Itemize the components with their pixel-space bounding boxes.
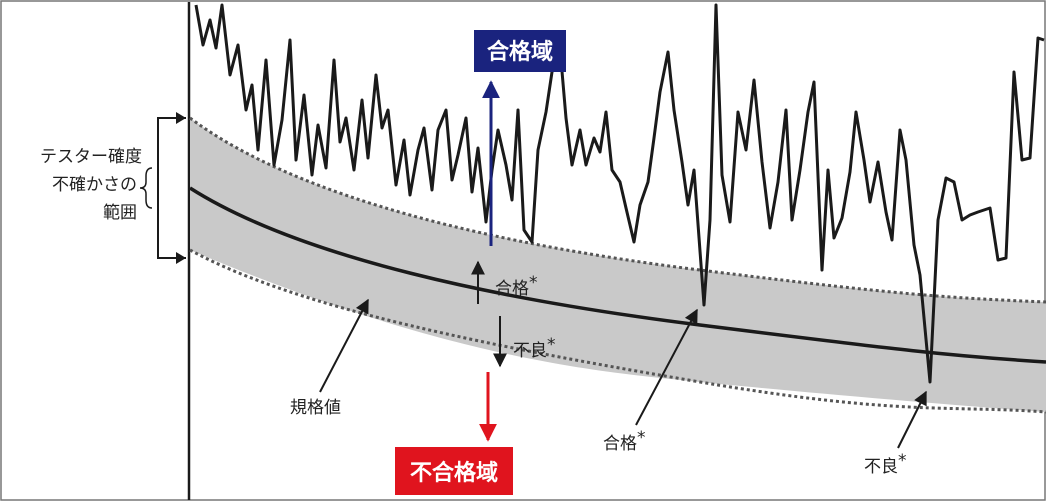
spec-value-label: 規格値 [290, 398, 341, 418]
uncertainty-label-line3: 範囲 [103, 203, 137, 223]
pass-point-pointer [635, 308, 698, 426]
pass-zone-label: 合格域 [487, 39, 553, 65]
spec-value-pointer [319, 298, 369, 393]
pass-zone-badge [474, 30, 566, 72]
uncertainty-band [190, 118, 1046, 412]
uncertainty-label-line1: テスター確度 [40, 147, 142, 167]
bracket-top-arrowhead [176, 112, 186, 124]
pass-upper-label: 合格* [495, 273, 538, 299]
band-upper-edge [189, 116, 1046, 304]
fail-zone-label: 不合格域 [410, 460, 498, 486]
uncertainty-bracket [157, 117, 186, 259]
uncertainty-label-line2: 不確かさの [52, 175, 137, 195]
spec-value-line [189, 186, 1046, 364]
measurement-waveform [194, 3, 1045, 384]
pass-point-label: 合格* [603, 428, 646, 454]
uncertainty-brace [139, 167, 153, 209]
fail-point-pointer [897, 390, 927, 449]
band-lower-edge [189, 248, 1046, 414]
fail-point-label: 不良* [864, 451, 907, 477]
fail-lower-label: 不良* [513, 335, 556, 361]
fail-zone-badge [395, 447, 513, 495]
bracket-bottom-arrowhead [176, 252, 186, 264]
